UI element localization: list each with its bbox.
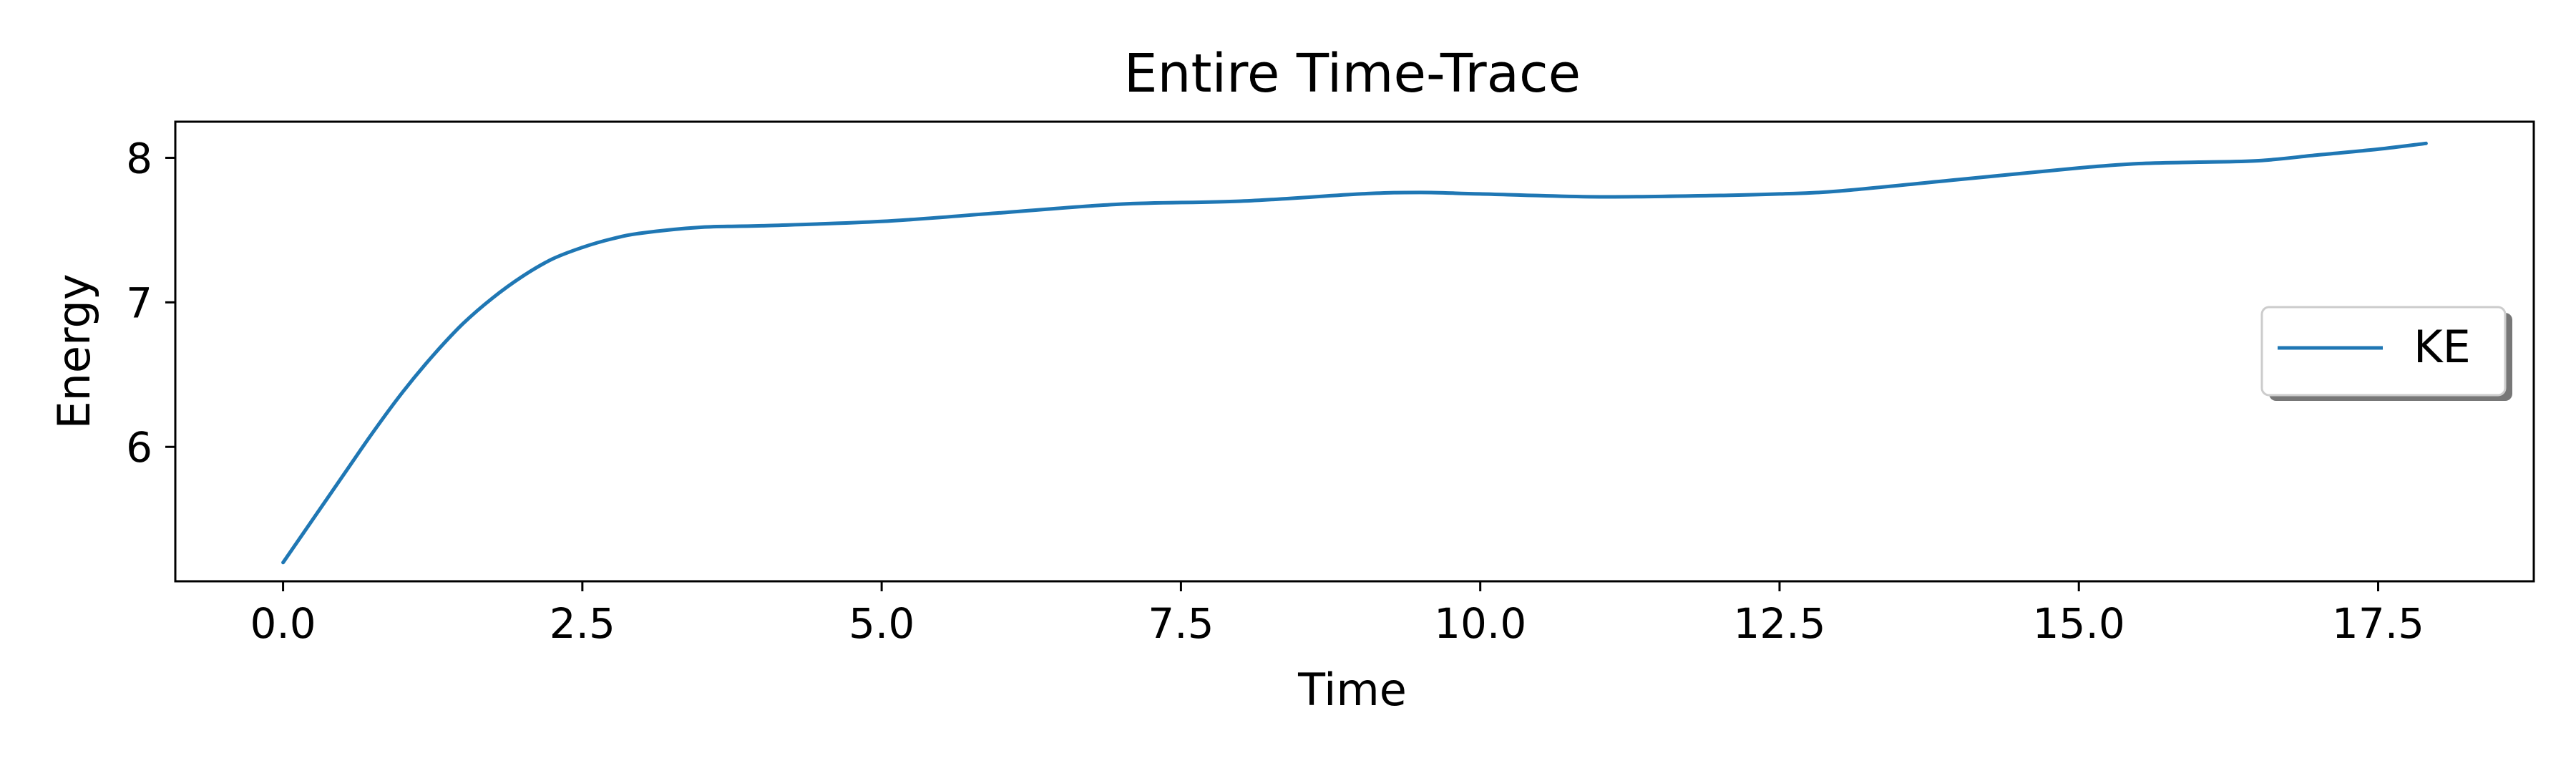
x-tick-label: 17.5: [2332, 599, 2424, 648]
legend-box: [2260, 306, 2507, 397]
y-axis-label: Energy: [48, 273, 100, 429]
x-axis-label: Time: [1297, 664, 1407, 716]
plot-frame: [174, 120, 2535, 583]
x-tick-label: 12.5: [1733, 599, 1825, 648]
series-line-ke: [281, 141, 2428, 565]
x-tick-label: 10.0: [1434, 599, 1526, 648]
x-tick-label: 5.0: [849, 599, 914, 648]
x-axis-ticks: 0.0 2.5 5.0 7.5 10.0 12.5 15.0 17.5: [250, 581, 2424, 648]
x-tick-label: 7.5: [1148, 599, 1214, 648]
chart-title: Entire Time-Trace: [1124, 43, 1581, 105]
x-tick-label: 0.0: [250, 599, 316, 648]
series-layer: [281, 141, 2428, 565]
y-tick-label: 8: [126, 134, 152, 183]
x-tick-label: 15.0: [2033, 599, 2125, 648]
x-tick-label: 2.5: [550, 599, 615, 648]
legend: KE: [2260, 306, 2512, 401]
legend-label-ke: KE: [2414, 321, 2471, 373]
y-tick-label: 7: [126, 278, 152, 327]
y-axis-ticks: 6 7 8: [126, 134, 175, 472]
y-tick-label: 6: [126, 423, 152, 472]
